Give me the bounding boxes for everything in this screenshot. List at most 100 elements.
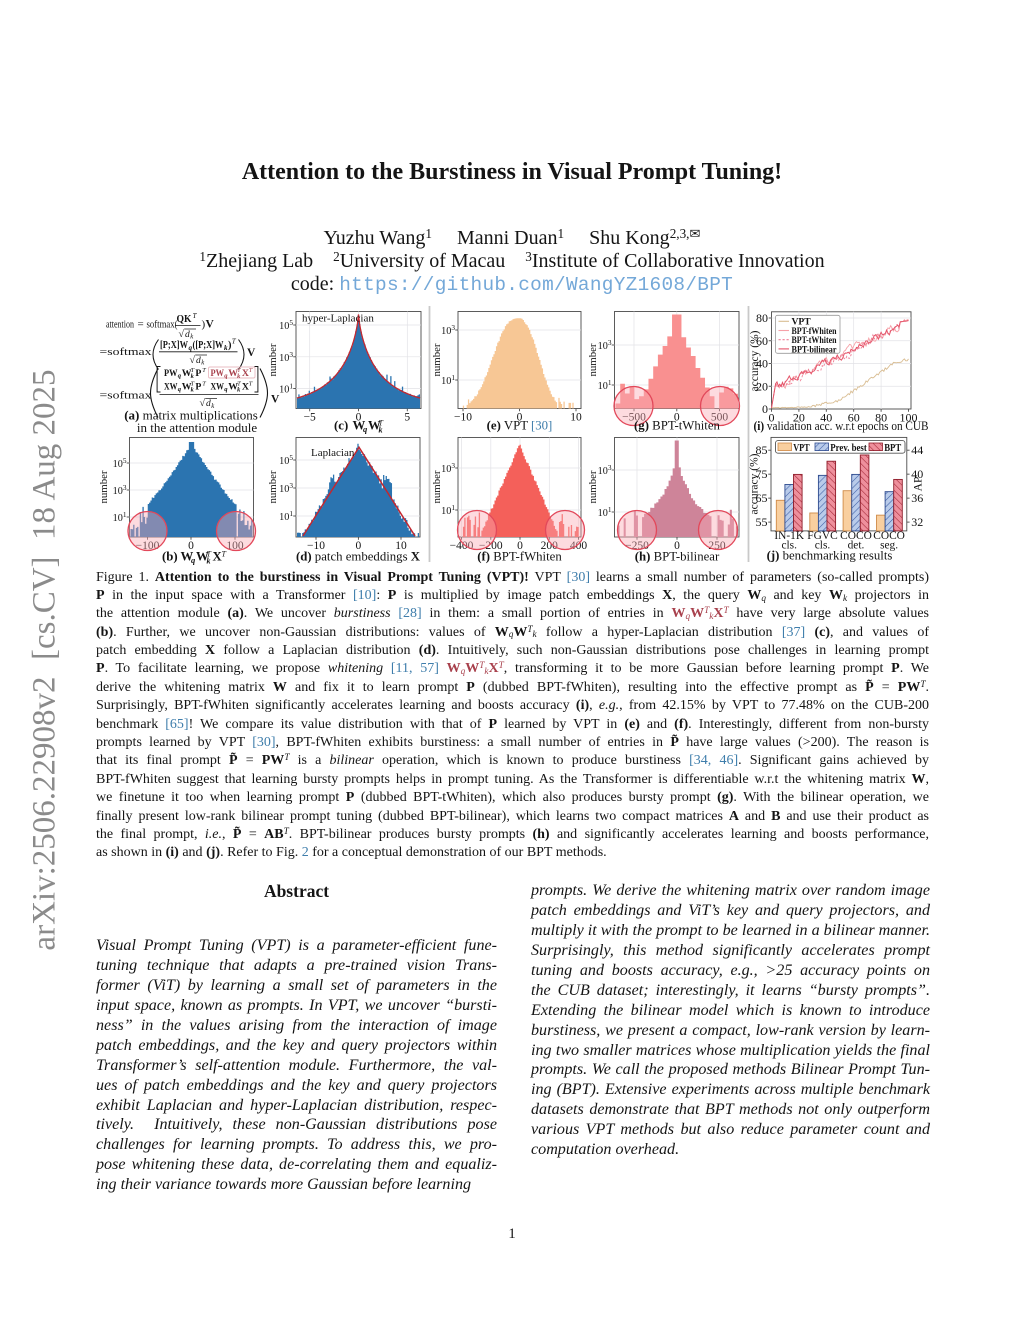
- svg-text:10: 10: [395, 540, 407, 552]
- svg-text:k: k: [379, 426, 383, 435]
- svg-text:accuracy (%): accuracy (%): [749, 330, 761, 391]
- svg-text:105: 105: [279, 318, 293, 332]
- svg-text:softmax(: softmax(: [147, 319, 178, 331]
- svg-text:q: q: [191, 555, 196, 565]
- svg-text:T: T: [193, 311, 198, 320]
- svg-text:q: q: [178, 386, 182, 393]
- svg-text:q: q: [224, 386, 228, 393]
- svg-text:VPT: VPT: [792, 317, 812, 328]
- svg-text:55: 55: [756, 515, 768, 529]
- svg-text:([P;X]W: ([P;X]W: [193, 340, 224, 351]
- svg-text:T: T: [191, 381, 195, 388]
- svg-text:X: X: [242, 368, 249, 379]
- svg-text:BPT-fWhiten: BPT-fWhiten: [792, 326, 838, 337]
- svg-text:number: number: [587, 470, 599, 503]
- svg-text:105: 105: [113, 456, 127, 470]
- svg-text:80: 80: [875, 411, 887, 425]
- svg-text:0: 0: [517, 540, 523, 552]
- svg-text:101: 101: [279, 509, 293, 523]
- svg-text:T: T: [249, 367, 253, 374]
- svg-text:k: k: [191, 387, 195, 394]
- svg-text:0: 0: [674, 540, 680, 552]
- svg-text:d: d: [196, 356, 201, 366]
- svg-text:cls.: cls.: [781, 539, 797, 551]
- svg-text:100: 100: [226, 540, 244, 552]
- svg-text:√: √: [179, 329, 185, 340]
- svg-text:101: 101: [279, 382, 293, 396]
- svg-text:65: 65: [756, 491, 768, 505]
- svg-text:60: 60: [756, 334, 768, 348]
- svg-text:T: T: [207, 549, 212, 558]
- svg-text:103: 103: [441, 323, 455, 337]
- svg-text:in the attention module: in the attention module: [137, 420, 257, 435]
- svg-text:101: 101: [441, 373, 455, 387]
- svg-text:103: 103: [279, 350, 293, 364]
- svg-text:(j) benchmarking results: (j) benchmarking results: [767, 549, 893, 563]
- svg-text:T: T: [232, 338, 237, 346]
- svg-text:Prev. best: Prev. best: [830, 443, 867, 454]
- svg-text:32: 32: [911, 515, 923, 529]
- svg-text:(c): (c): [334, 419, 348, 433]
- svg-text:103: 103: [279, 481, 293, 495]
- svg-text:(a) matrix multiplications: (a) matrix multiplications: [124, 408, 258, 423]
- svg-text:0: 0: [188, 540, 194, 552]
- svg-text:PW: PW: [211, 368, 225, 379]
- svg-text:(d) patch embeddings X: (d) patch embeddings X: [296, 550, 421, 564]
- svg-text:X: X: [242, 381, 249, 392]
- svg-text:T: T: [379, 418, 384, 427]
- svg-text:IN-1K: IN-1K: [774, 530, 805, 542]
- svg-text:PW: PW: [164, 368, 178, 379]
- svg-text:80: 80: [756, 311, 768, 325]
- svg-text:(e) VPT [30]: (e) VPT [30]: [487, 419, 553, 433]
- svg-text:40: 40: [756, 357, 768, 371]
- svg-text:k: k: [237, 373, 241, 380]
- svg-text:det.: det.: [848, 539, 865, 551]
- svg-text:105: 105: [279, 453, 293, 467]
- svg-text:T: T: [202, 381, 206, 388]
- svg-text:P: P: [195, 381, 201, 392]
- svg-text:attention: attention: [106, 319, 134, 331]
- svg-text:101: 101: [598, 505, 612, 519]
- svg-text:q: q: [189, 344, 193, 352]
- svg-text:k: k: [207, 557, 211, 565]
- svg-text:QK: QK: [177, 313, 192, 325]
- svg-text:d: d: [206, 399, 211, 409]
- svg-text:V: V: [247, 347, 256, 359]
- svg-text:FGVC: FGVC: [807, 530, 837, 542]
- svg-text:VPT: VPT: [793, 443, 810, 454]
- svg-text:[P;X]W: [P;X]W: [160, 340, 188, 351]
- svg-text:accuracy (%): accuracy (%): [749, 453, 761, 514]
- svg-text:0: 0: [762, 402, 768, 416]
- svg-text:k: k: [201, 359, 205, 366]
- svg-text:W: W: [353, 419, 366, 433]
- svg-text:number: number: [98, 470, 110, 503]
- svg-text:0: 0: [769, 411, 775, 425]
- svg-text:√: √: [200, 398, 206, 409]
- svg-text:number: number: [431, 470, 443, 503]
- svg-text:(h) BPT-bilinear: (h) BPT-bilinear: [635, 550, 720, 564]
- svg-text:XW: XW: [164, 381, 178, 392]
- svg-text:BPT-tWhiten: BPT-tWhiten: [792, 335, 838, 346]
- svg-text:W: W: [182, 381, 192, 392]
- svg-text:5: 5: [404, 412, 410, 424]
- svg-text:q: q: [178, 373, 182, 380]
- svg-text:AP: AP: [913, 477, 925, 492]
- svg-text:P: P: [195, 368, 201, 379]
- svg-text:W: W: [181, 550, 194, 564]
- svg-text:20: 20: [793, 411, 805, 425]
- svg-text:X: X: [213, 550, 223, 564]
- svg-text:101: 101: [598, 378, 612, 392]
- svg-text:103: 103: [113, 483, 127, 497]
- svg-text:103: 103: [441, 461, 455, 475]
- svg-text:100: 100: [900, 411, 918, 425]
- svg-text:−10: −10: [307, 540, 325, 552]
- svg-text:103: 103: [598, 338, 612, 352]
- svg-text:q: q: [363, 424, 368, 434]
- svg-text:W: W: [228, 368, 238, 379]
- svg-text:60: 60: [848, 411, 860, 425]
- svg-text:40: 40: [911, 467, 923, 481]
- svg-text:k: k: [237, 387, 241, 394]
- svg-text:COCO: COCO: [840, 530, 872, 542]
- svg-text:−400: −400: [450, 540, 474, 552]
- svg-text:W: W: [368, 419, 381, 433]
